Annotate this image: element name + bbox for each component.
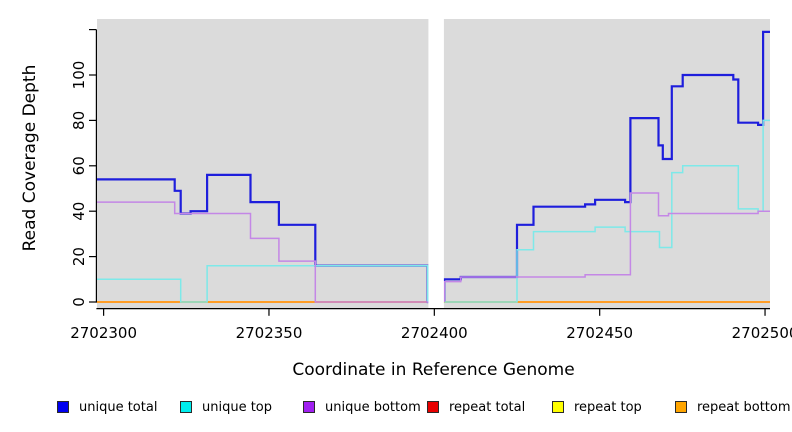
x-tick-label: 2702400 [401, 324, 468, 342]
legend-swatch-repeat-total [427, 401, 439, 413]
series-line-unique-top [444, 119, 770, 303]
legend-item-unique-total: unique total [57, 395, 157, 419]
y-tick-label: 0 [70, 297, 88, 307]
series-line-unique-bottom [97, 201, 429, 303]
legend: unique total unique top unique bottom repea… [0, 395, 792, 419]
legend-label-repeat-bottom: repeat bottom [697, 399, 791, 415]
y-tick-label: 40 [70, 202, 88, 221]
y-tick-label: 60 [70, 156, 88, 175]
y-tick-label: 80 [70, 111, 88, 130]
legend-item-unique-top: unique top [180, 395, 272, 419]
x-tick-label: 2702300 [70, 324, 137, 342]
y-axis-title: Read Coverage Depth [20, 64, 40, 252]
legend-label-unique-bottom: unique bottom [325, 399, 421, 415]
legend-label-unique-total: unique total [79, 399, 158, 415]
legend-item-repeat-top: repeat top [552, 395, 642, 419]
series-line-unique-bottom [443, 192, 770, 302]
x-tick-label: 2702500 [732, 324, 792, 342]
legend-item-repeat-total: repeat total [427, 395, 525, 419]
series-line-unique-total [443, 30, 770, 302]
x-tick-label: 2702350 [236, 324, 303, 342]
series-line-unique-top [97, 264, 429, 303]
legend-label-repeat-top: repeat top [574, 399, 642, 415]
legend-swatch-unique-bottom [303, 401, 315, 413]
y-tick-label: 20 [70, 247, 88, 266]
masked-region [428, 19, 444, 308]
legend-swatch-unique-total [57, 401, 69, 413]
legend-swatch-repeat-top [552, 401, 564, 413]
x-tick-label: 2702450 [566, 324, 633, 342]
legend-item-unique-bottom: unique bottom [303, 395, 421, 419]
legend-swatch-unique-top [180, 401, 192, 413]
legend-item-repeat-bottom: repeat bottom [675, 395, 791, 419]
x-axis-title: Coordinate in Reference Genome [292, 360, 575, 380]
legend-swatch-repeat-bottom [675, 401, 687, 413]
legend-label-unique-top: unique top [202, 399, 273, 415]
legend-label-repeat-total: repeat total [449, 399, 526, 415]
y-tick-label: 100 [70, 61, 88, 90]
